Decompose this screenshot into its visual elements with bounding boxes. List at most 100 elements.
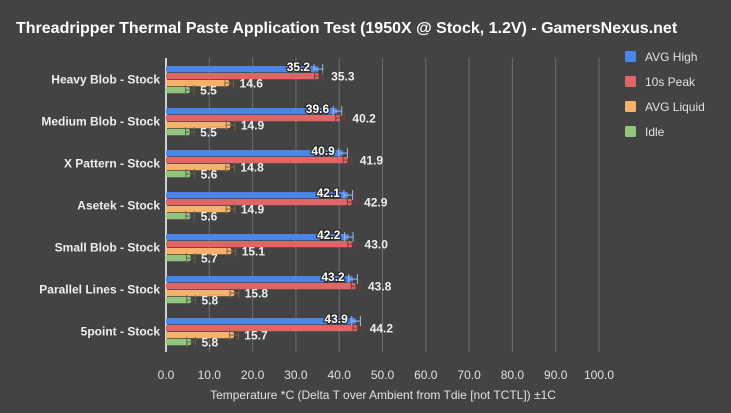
- bar-idle: [166, 87, 190, 94]
- x-axis-label: Temperature *C (Delta T over Ambient fro…: [210, 388, 556, 402]
- bar-idle: [166, 255, 191, 262]
- error-bar: [332, 106, 343, 117]
- category-label: Heavy Blob - Stock: [51, 73, 160, 87]
- x-tick-label: 60.0: [414, 368, 438, 382]
- bar-idle: [166, 129, 190, 136]
- data-label: 35.2: [287, 60, 311, 74]
- legend-swatch: [625, 51, 636, 62]
- error-bar: [225, 162, 235, 173]
- data-label: 14.8: [240, 161, 264, 175]
- error-bar: [229, 288, 240, 299]
- error-bar: [343, 190, 354, 201]
- chart-title: Threadripper Thermal Paste Application T…: [16, 20, 678, 37]
- legend-swatch: [625, 126, 636, 137]
- error-bar: [226, 246, 237, 257]
- bar-idle: [166, 339, 192, 346]
- legend-item[interactable]: AVG Liquid: [625, 100, 705, 114]
- error-bar: [338, 148, 348, 159]
- legend-label: AVG High: [645, 50, 697, 64]
- data-label: 40.9: [311, 144, 335, 158]
- data-label: 39.6: [306, 102, 330, 116]
- x-tick-label: 80.0: [501, 368, 525, 382]
- error-bar: [343, 232, 354, 243]
- data-label: 5.8: [201, 294, 218, 308]
- x-tick-label: 90.0: [544, 368, 568, 382]
- error-bar: [185, 253, 196, 264]
- bar-10s-peak: [166, 157, 348, 164]
- bar-10s-peak: [166, 199, 352, 206]
- x-tick-label: 40.0: [328, 368, 352, 382]
- bar-avg-high: [166, 108, 338, 115]
- data-label: 5.7: [201, 252, 218, 266]
- data-label: 43.8: [368, 280, 392, 294]
- data-label: 5.5: [200, 84, 217, 98]
- bar-avg-liquid: [166, 122, 231, 129]
- legend-swatch: [625, 101, 636, 112]
- category-label: Small Blob - Stock: [55, 241, 161, 255]
- data-label: 42.1: [317, 186, 341, 200]
- legend-label: AVG Liquid: [645, 100, 705, 114]
- legend-item[interactable]: Idle: [625, 125, 665, 139]
- data-labels: 35.2 35.3 14.6 5.5 39.6 40.2 14.9 5.5 40.9 41.9 14…: [200, 59, 393, 350]
- bar-idle: [166, 213, 191, 220]
- error-bar: [342, 155, 353, 166]
- x-tick-label: 30.0: [284, 368, 308, 382]
- error-bar: [185, 211, 196, 222]
- data-label: 5.5: [200, 126, 217, 140]
- data-label: 5.8: [201, 336, 218, 350]
- bar-10s-peak: [166, 241, 353, 248]
- x-tick-label: 50.0: [371, 368, 395, 382]
- data-label: 43.0: [365, 238, 389, 252]
- x-tick-label: 10.0: [198, 368, 222, 382]
- x-tick-label: 70.0: [457, 368, 481, 382]
- error-bar: [347, 239, 358, 250]
- bar-avg-high: [166, 318, 357, 325]
- error-bar: [314, 71, 324, 82]
- data-label: 5.6: [201, 210, 218, 224]
- error-bar: [224, 78, 235, 89]
- bars: [166, 64, 363, 348]
- error-bar: [185, 169, 196, 180]
- bar-avg-liquid: [166, 80, 230, 87]
- data-label: 42.2: [317, 228, 341, 242]
- category-label: X Pattern - Stock: [64, 157, 160, 171]
- error-bar: [335, 113, 345, 124]
- legend-item[interactable]: 10s Peak: [625, 75, 696, 89]
- legend[interactable]: AVG High 10s Peak AVG Liquid Idle: [625, 50, 705, 139]
- data-label: 5.6: [201, 168, 218, 182]
- bar-avg-liquid: [166, 290, 235, 297]
- data-label: 15.8: [245, 287, 269, 301]
- error-bar: [184, 127, 195, 138]
- error-bar: [229, 330, 239, 341]
- data-label: 35.3: [331, 70, 355, 84]
- error-bar: [186, 337, 196, 348]
- bar-10s-peak: [166, 73, 319, 80]
- x-tick-label: 0.0: [158, 368, 175, 382]
- bar-10s-peak: [166, 325, 358, 332]
- bar-avg-high: [166, 150, 344, 157]
- bar-avg-liquid: [166, 164, 231, 171]
- category-label: Asetek - Stock: [77, 199, 160, 213]
- error-bar: [351, 316, 361, 327]
- error-bar: [352, 323, 363, 334]
- legend-label: Idle: [645, 125, 665, 139]
- data-label: 15.7: [244, 329, 268, 343]
- legend-swatch: [625, 76, 636, 87]
- bar-10s-peak: [166, 283, 356, 290]
- data-label: 14.9: [241, 119, 265, 133]
- bar-avg-high: [166, 234, 349, 241]
- bar-avg-liquid: [166, 332, 234, 339]
- data-label: 40.2: [352, 112, 376, 126]
- category-labels: Heavy Blob - Stock Medium Blob - Stock X P…: [39, 73, 160, 339]
- error-bar: [348, 274, 358, 285]
- error-bar: [346, 197, 357, 208]
- error-bar: [225, 204, 236, 215]
- bar-avg-high: [166, 66, 319, 73]
- bar-10s-peak: [166, 115, 341, 122]
- bar-avg-high: [166, 276, 354, 283]
- x-tick-label: 100.0: [584, 368, 614, 382]
- legend-item[interactable]: AVG High: [625, 50, 697, 64]
- error-bar: [350, 281, 361, 292]
